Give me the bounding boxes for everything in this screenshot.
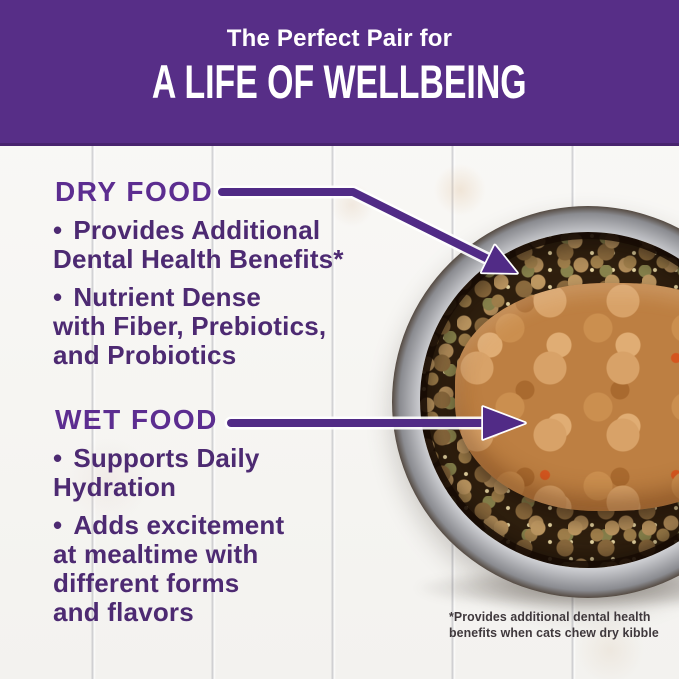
dry-food-section: DRY FOOD Provides Additional Dental Heal… [53,176,344,379]
banner-title-text: A LIFE OF WELLBEING [152,55,527,108]
header-banner: The Perfect Pair for A LIFE OF WELLBEING [0,0,679,146]
benefit-item: Nutrient Dense with Fiber, Prebiotics, a… [53,283,344,370]
benefit-item: Supports Daily Hydration [53,444,284,502]
wet-food-topping [455,283,679,511]
wet-food-section: WET FOOD Supports Daily Hydration Adds e… [53,404,284,636]
dry-food-heading: DRY FOOD [55,176,214,207]
wet-food-heading: WET FOOD [55,404,218,435]
benefit-item: Adds excitement at mealtime with differe… [53,511,284,627]
benefit-item: Provides Additional Dental Health Benefi… [53,216,344,274]
banner-title: A LIFE OF WELLBEING [0,57,679,107]
food-bowl-photo [392,206,679,598]
footnote: *Provides additional dental health benef… [449,609,659,640]
banner-subtitle: The Perfect Pair for [226,25,453,52]
